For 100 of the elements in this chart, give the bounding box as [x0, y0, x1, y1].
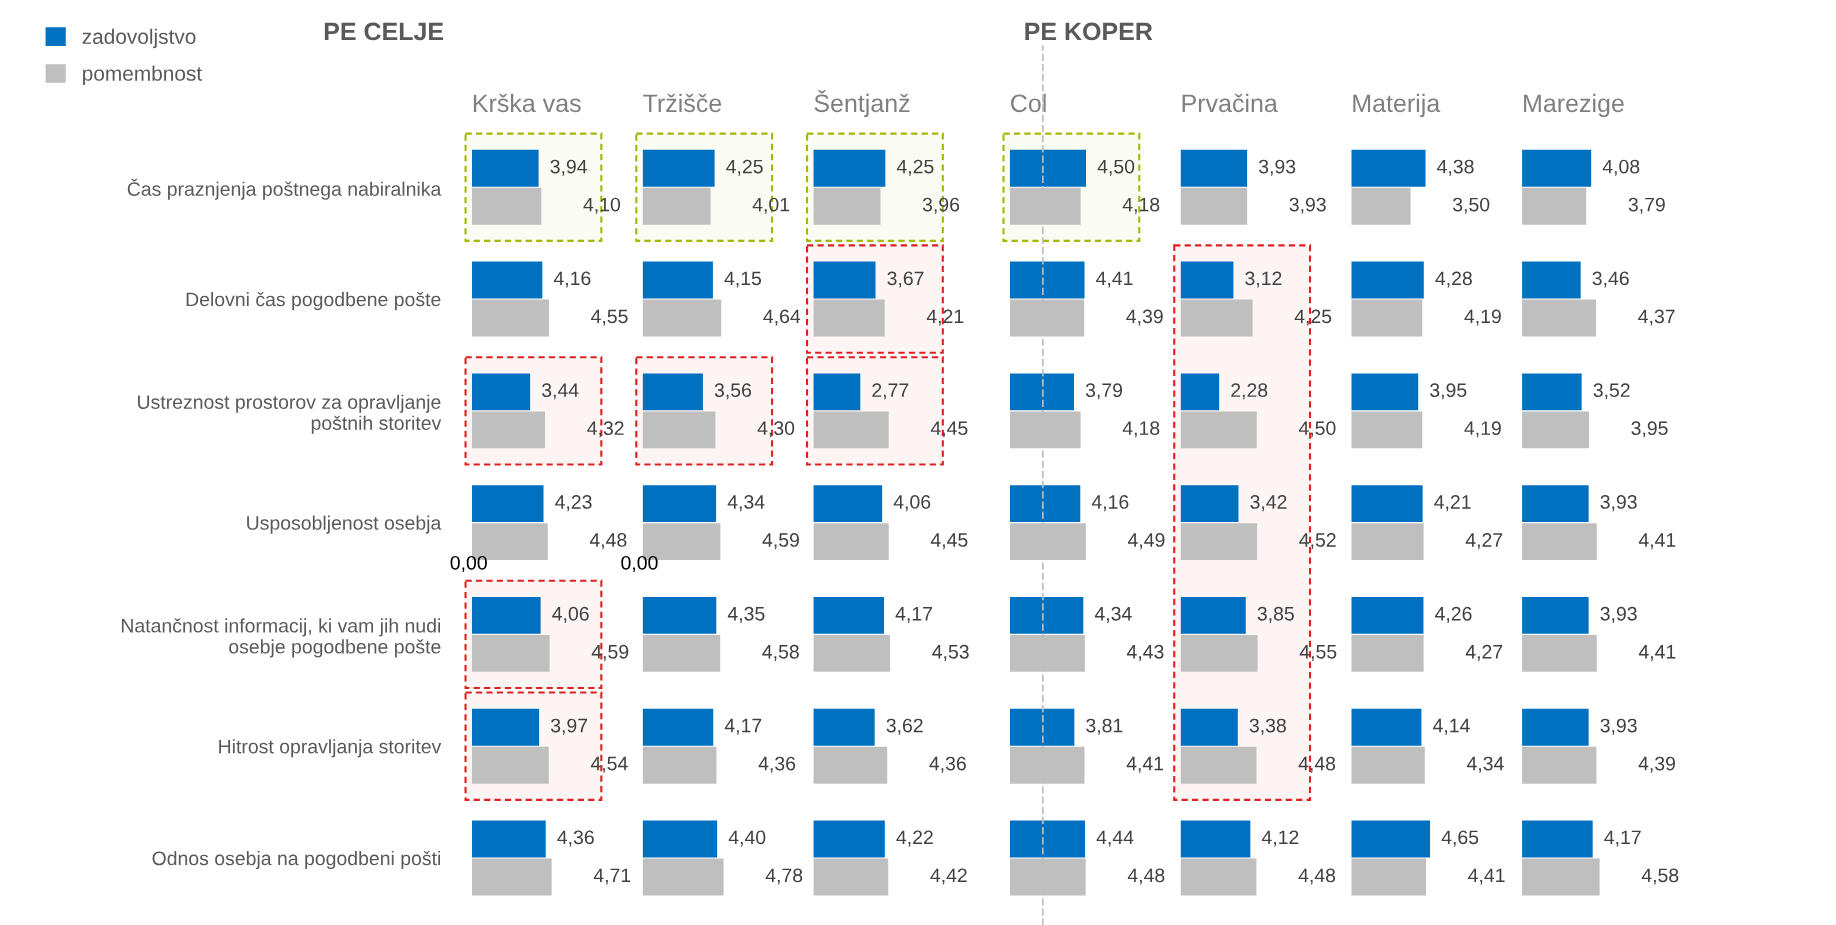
bar — [642, 299, 722, 337]
data-label: 4,01 — [752, 197, 790, 214]
data-label: 3,93 — [1600, 718, 1637, 735]
bar — [642, 411, 716, 449]
bar — [471, 708, 540, 746]
chart-title: Krška vas — [473, 93, 581, 113]
data-label: 4,48 — [589, 533, 627, 550]
data-label: 3,93 — [1600, 606, 1637, 623]
data-label: 4,55 — [591, 309, 628, 326]
bar — [1009, 596, 1084, 634]
bar — [642, 187, 711, 225]
bar — [1351, 523, 1424, 561]
data-label: 4,41 — [1638, 645, 1676, 661]
data-label: 3,95 — [1430, 383, 1467, 400]
data-label: 4,48 — [1127, 868, 1165, 885]
data-label: 3,12 — [1245, 271, 1282, 288]
data-label: 4,34 — [1466, 756, 1504, 773]
bar — [1009, 523, 1086, 561]
bar — [1180, 708, 1238, 746]
data-label: 4,58 — [762, 644, 799, 661]
y-tick-label: Odnos osebja na pogodbeni pošti — [152, 850, 441, 870]
data-label: 4,64 — [763, 309, 801, 326]
data-label: 4,26 — [1435, 606, 1472, 623]
data-label: 3,93 — [1258, 159, 1296, 176]
data-label: 4,41 — [1468, 868, 1505, 885]
data-label: 3,42 — [1250, 495, 1287, 512]
data-label: 4,43 — [1126, 644, 1164, 661]
bar — [471, 299, 549, 337]
bar — [1522, 485, 1589, 523]
bar — [1180, 373, 1220, 411]
data-label: 3,93 — [1600, 495, 1637, 512]
bar — [1351, 187, 1411, 225]
data-label: 4,08 — [1602, 159, 1640, 176]
bar — [642, 596, 717, 634]
data-label: 3,79 — [1628, 197, 1665, 214]
annotation: 0,00 — [621, 555, 658, 572]
y-tick-label: Delovni čas pogodbene pošte — [186, 291, 441, 311]
bar — [813, 858, 889, 896]
data-label: 4,71 — [593, 868, 631, 885]
bar — [642, 373, 703, 411]
data-label: 4,06 — [893, 495, 931, 512]
bar — [642, 485, 717, 523]
data-label: 3,94 — [550, 159, 587, 176]
bar — [642, 708, 714, 746]
data-label: 4,59 — [762, 533, 799, 550]
bar — [1522, 411, 1589, 449]
data-label: 4,54 — [590, 756, 628, 773]
legend-label: pomembnost — [83, 65, 202, 85]
bar — [471, 858, 552, 896]
data-label: 4,12 — [1261, 830, 1299, 847]
data-label: 4,30 — [757, 421, 795, 438]
bar — [1009, 149, 1087, 187]
bar — [1009, 299, 1085, 337]
chart-title: Marezige — [1524, 93, 1624, 118]
data-label: 4,48 — [1298, 756, 1336, 773]
data-label: 4,37 — [1638, 309, 1675, 326]
data-label: 4,35 — [727, 606, 765, 623]
data-label: 4,36 — [557, 830, 594, 847]
data-label: 4,32 — [587, 421, 624, 438]
bar — [1351, 596, 1424, 634]
bar — [1180, 187, 1248, 225]
legend-label: zadovoljstvo — [82, 28, 196, 49]
data-label: 4,21 — [1434, 495, 1471, 512]
bar — [1351, 299, 1423, 337]
bar — [1522, 746, 1597, 784]
data-label: 4,52 — [1299, 533, 1336, 550]
chart-subtitle: PE KOPER — [1025, 22, 1153, 41]
bar — [471, 187, 542, 225]
data-label: 4,06 — [552, 606, 589, 623]
bar — [642, 261, 713, 299]
bar — [1009, 858, 1086, 896]
data-label: 4,22 — [896, 830, 933, 847]
data-label: 4,36 — [929, 756, 966, 773]
data-label: 4,44 — [1096, 830, 1134, 847]
bar — [1351, 708, 1422, 746]
data-label: 4,17 — [724, 718, 762, 735]
bar — [813, 261, 876, 299]
data-label: 4,14 — [1432, 718, 1470, 735]
y-tick-label: Usposobljenost osebja — [247, 515, 442, 534]
y-tick-label: Ustreznost prostorov za opravljanje poštnih storitev — [138, 394, 442, 434]
data-label: 4,53 — [932, 644, 969, 661]
data-label: 4,39 — [1638, 756, 1675, 773]
data-label: 3,38 — [1249, 718, 1286, 735]
data-label: 3,62 — [886, 718, 923, 735]
bar — [1180, 411, 1257, 449]
bar — [1180, 485, 1239, 523]
data-label: 4,27 — [1465, 533, 1503, 550]
bar — [1351, 373, 1419, 411]
data-label: 4,42 — [930, 868, 967, 885]
data-label: 4,17 — [1604, 830, 1641, 847]
bar — [1009, 261, 1085, 299]
bar — [1522, 820, 1593, 858]
bar — [471, 820, 546, 858]
data-label: 3,56 — [714, 383, 752, 400]
bar — [1351, 746, 1425, 784]
data-label: 3,46 — [1592, 271, 1629, 288]
bar — [1522, 708, 1589, 746]
data-label: 3,95 — [1631, 421, 1668, 438]
data-label: 3,52 — [1593, 383, 1630, 400]
bar — [642, 149, 715, 187]
